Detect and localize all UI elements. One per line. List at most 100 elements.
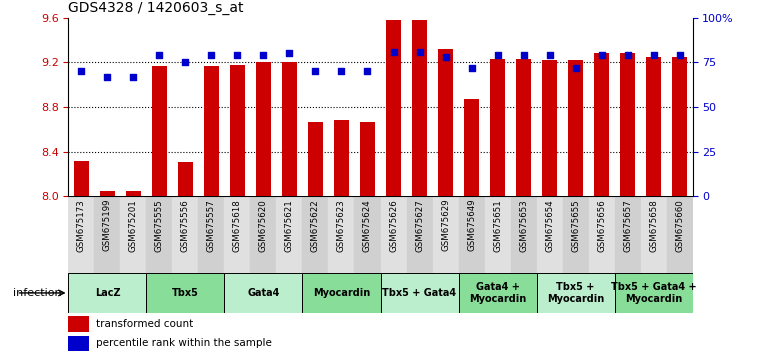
Bar xyxy=(276,196,303,273)
Point xyxy=(466,65,478,70)
Point xyxy=(180,59,192,65)
Point xyxy=(387,49,400,55)
Bar xyxy=(146,196,173,273)
Point xyxy=(517,52,530,58)
Point xyxy=(231,52,244,58)
Point xyxy=(75,69,88,74)
Bar xyxy=(120,196,146,273)
Point xyxy=(310,69,322,74)
Text: GSM675651: GSM675651 xyxy=(493,199,502,251)
Point xyxy=(127,74,139,80)
Bar xyxy=(75,161,88,196)
Bar xyxy=(361,122,374,196)
Bar xyxy=(68,273,146,313)
Text: Tbx5 + Gata4 +
Myocardin: Tbx5 + Gata4 + Myocardin xyxy=(610,282,696,304)
Bar xyxy=(588,196,614,273)
Bar xyxy=(438,49,453,196)
Text: Tbx5 + Gata4: Tbx5 + Gata4 xyxy=(383,288,457,298)
Bar xyxy=(178,162,193,196)
Text: GSM675624: GSM675624 xyxy=(363,199,372,251)
Bar xyxy=(146,273,224,313)
Bar xyxy=(562,196,588,273)
Bar xyxy=(126,191,141,196)
Text: GSM675656: GSM675656 xyxy=(597,199,606,251)
Point xyxy=(648,52,660,58)
Point xyxy=(595,52,607,58)
Text: Tbx5 +
Myocardin: Tbx5 + Myocardin xyxy=(547,282,604,304)
Bar xyxy=(594,53,609,196)
Bar xyxy=(68,316,89,332)
Point xyxy=(101,74,113,80)
Text: GSM675655: GSM675655 xyxy=(571,199,580,251)
Bar xyxy=(308,122,323,196)
Text: Myocardin: Myocardin xyxy=(313,288,370,298)
Point xyxy=(205,52,218,58)
Bar xyxy=(490,59,505,196)
Bar xyxy=(485,196,511,273)
Bar xyxy=(568,60,583,196)
Text: GSM675658: GSM675658 xyxy=(649,199,658,251)
Bar xyxy=(432,196,458,273)
Point xyxy=(257,52,269,58)
Text: GSM675626: GSM675626 xyxy=(389,199,398,251)
Bar xyxy=(458,196,485,273)
Bar xyxy=(667,196,693,273)
Text: GSM675620: GSM675620 xyxy=(259,199,268,251)
Text: Gata4: Gata4 xyxy=(247,288,280,298)
Point xyxy=(361,69,374,74)
Text: GSM675557: GSM675557 xyxy=(207,199,216,251)
Bar xyxy=(537,196,562,273)
Bar xyxy=(646,57,661,196)
Bar xyxy=(68,336,89,351)
Bar xyxy=(355,196,380,273)
Text: Gata4 +
Myocardin: Gata4 + Myocardin xyxy=(469,282,526,304)
Text: GSM675660: GSM675660 xyxy=(675,199,684,251)
Bar xyxy=(511,196,537,273)
Text: GSM675621: GSM675621 xyxy=(285,199,294,251)
Point xyxy=(622,52,634,58)
Text: infection: infection xyxy=(13,288,65,298)
Point xyxy=(543,52,556,58)
Bar xyxy=(250,196,276,273)
Bar xyxy=(380,196,406,273)
Bar xyxy=(620,53,635,196)
Bar xyxy=(641,196,667,273)
Text: GSM675173: GSM675173 xyxy=(77,199,86,251)
Bar xyxy=(543,60,556,196)
Bar xyxy=(199,196,224,273)
Bar xyxy=(458,273,537,313)
Point xyxy=(336,69,348,74)
Point xyxy=(569,65,581,70)
Bar xyxy=(100,191,115,196)
Text: GDS4328 / 1420603_s_at: GDS4328 / 1420603_s_at xyxy=(68,1,244,15)
Bar xyxy=(614,273,693,313)
Text: GSM675555: GSM675555 xyxy=(155,199,164,251)
Bar xyxy=(231,65,244,196)
Text: GSM675623: GSM675623 xyxy=(337,199,346,251)
Bar xyxy=(205,66,218,196)
Text: GSM675201: GSM675201 xyxy=(129,199,138,251)
Bar xyxy=(152,66,167,196)
Text: GSM675618: GSM675618 xyxy=(233,199,242,251)
Text: percentile rank within the sample: percentile rank within the sample xyxy=(96,338,272,348)
Bar xyxy=(387,20,400,196)
Text: GSM675657: GSM675657 xyxy=(623,199,632,251)
Bar xyxy=(412,20,427,196)
Text: GSM675653: GSM675653 xyxy=(519,199,528,251)
Bar xyxy=(94,196,120,273)
Text: GSM675199: GSM675199 xyxy=(103,199,112,251)
Text: GSM675649: GSM675649 xyxy=(467,199,476,251)
Bar xyxy=(224,196,250,273)
Point xyxy=(673,52,686,58)
Bar xyxy=(406,196,432,273)
Bar xyxy=(303,273,380,313)
Point xyxy=(154,52,166,58)
Bar xyxy=(673,57,686,196)
Bar xyxy=(517,59,530,196)
Bar xyxy=(173,196,199,273)
Bar xyxy=(464,99,479,196)
Text: GSM675629: GSM675629 xyxy=(441,199,450,251)
Bar xyxy=(334,120,349,196)
Text: transformed count: transformed count xyxy=(96,319,193,329)
Point xyxy=(492,52,504,58)
